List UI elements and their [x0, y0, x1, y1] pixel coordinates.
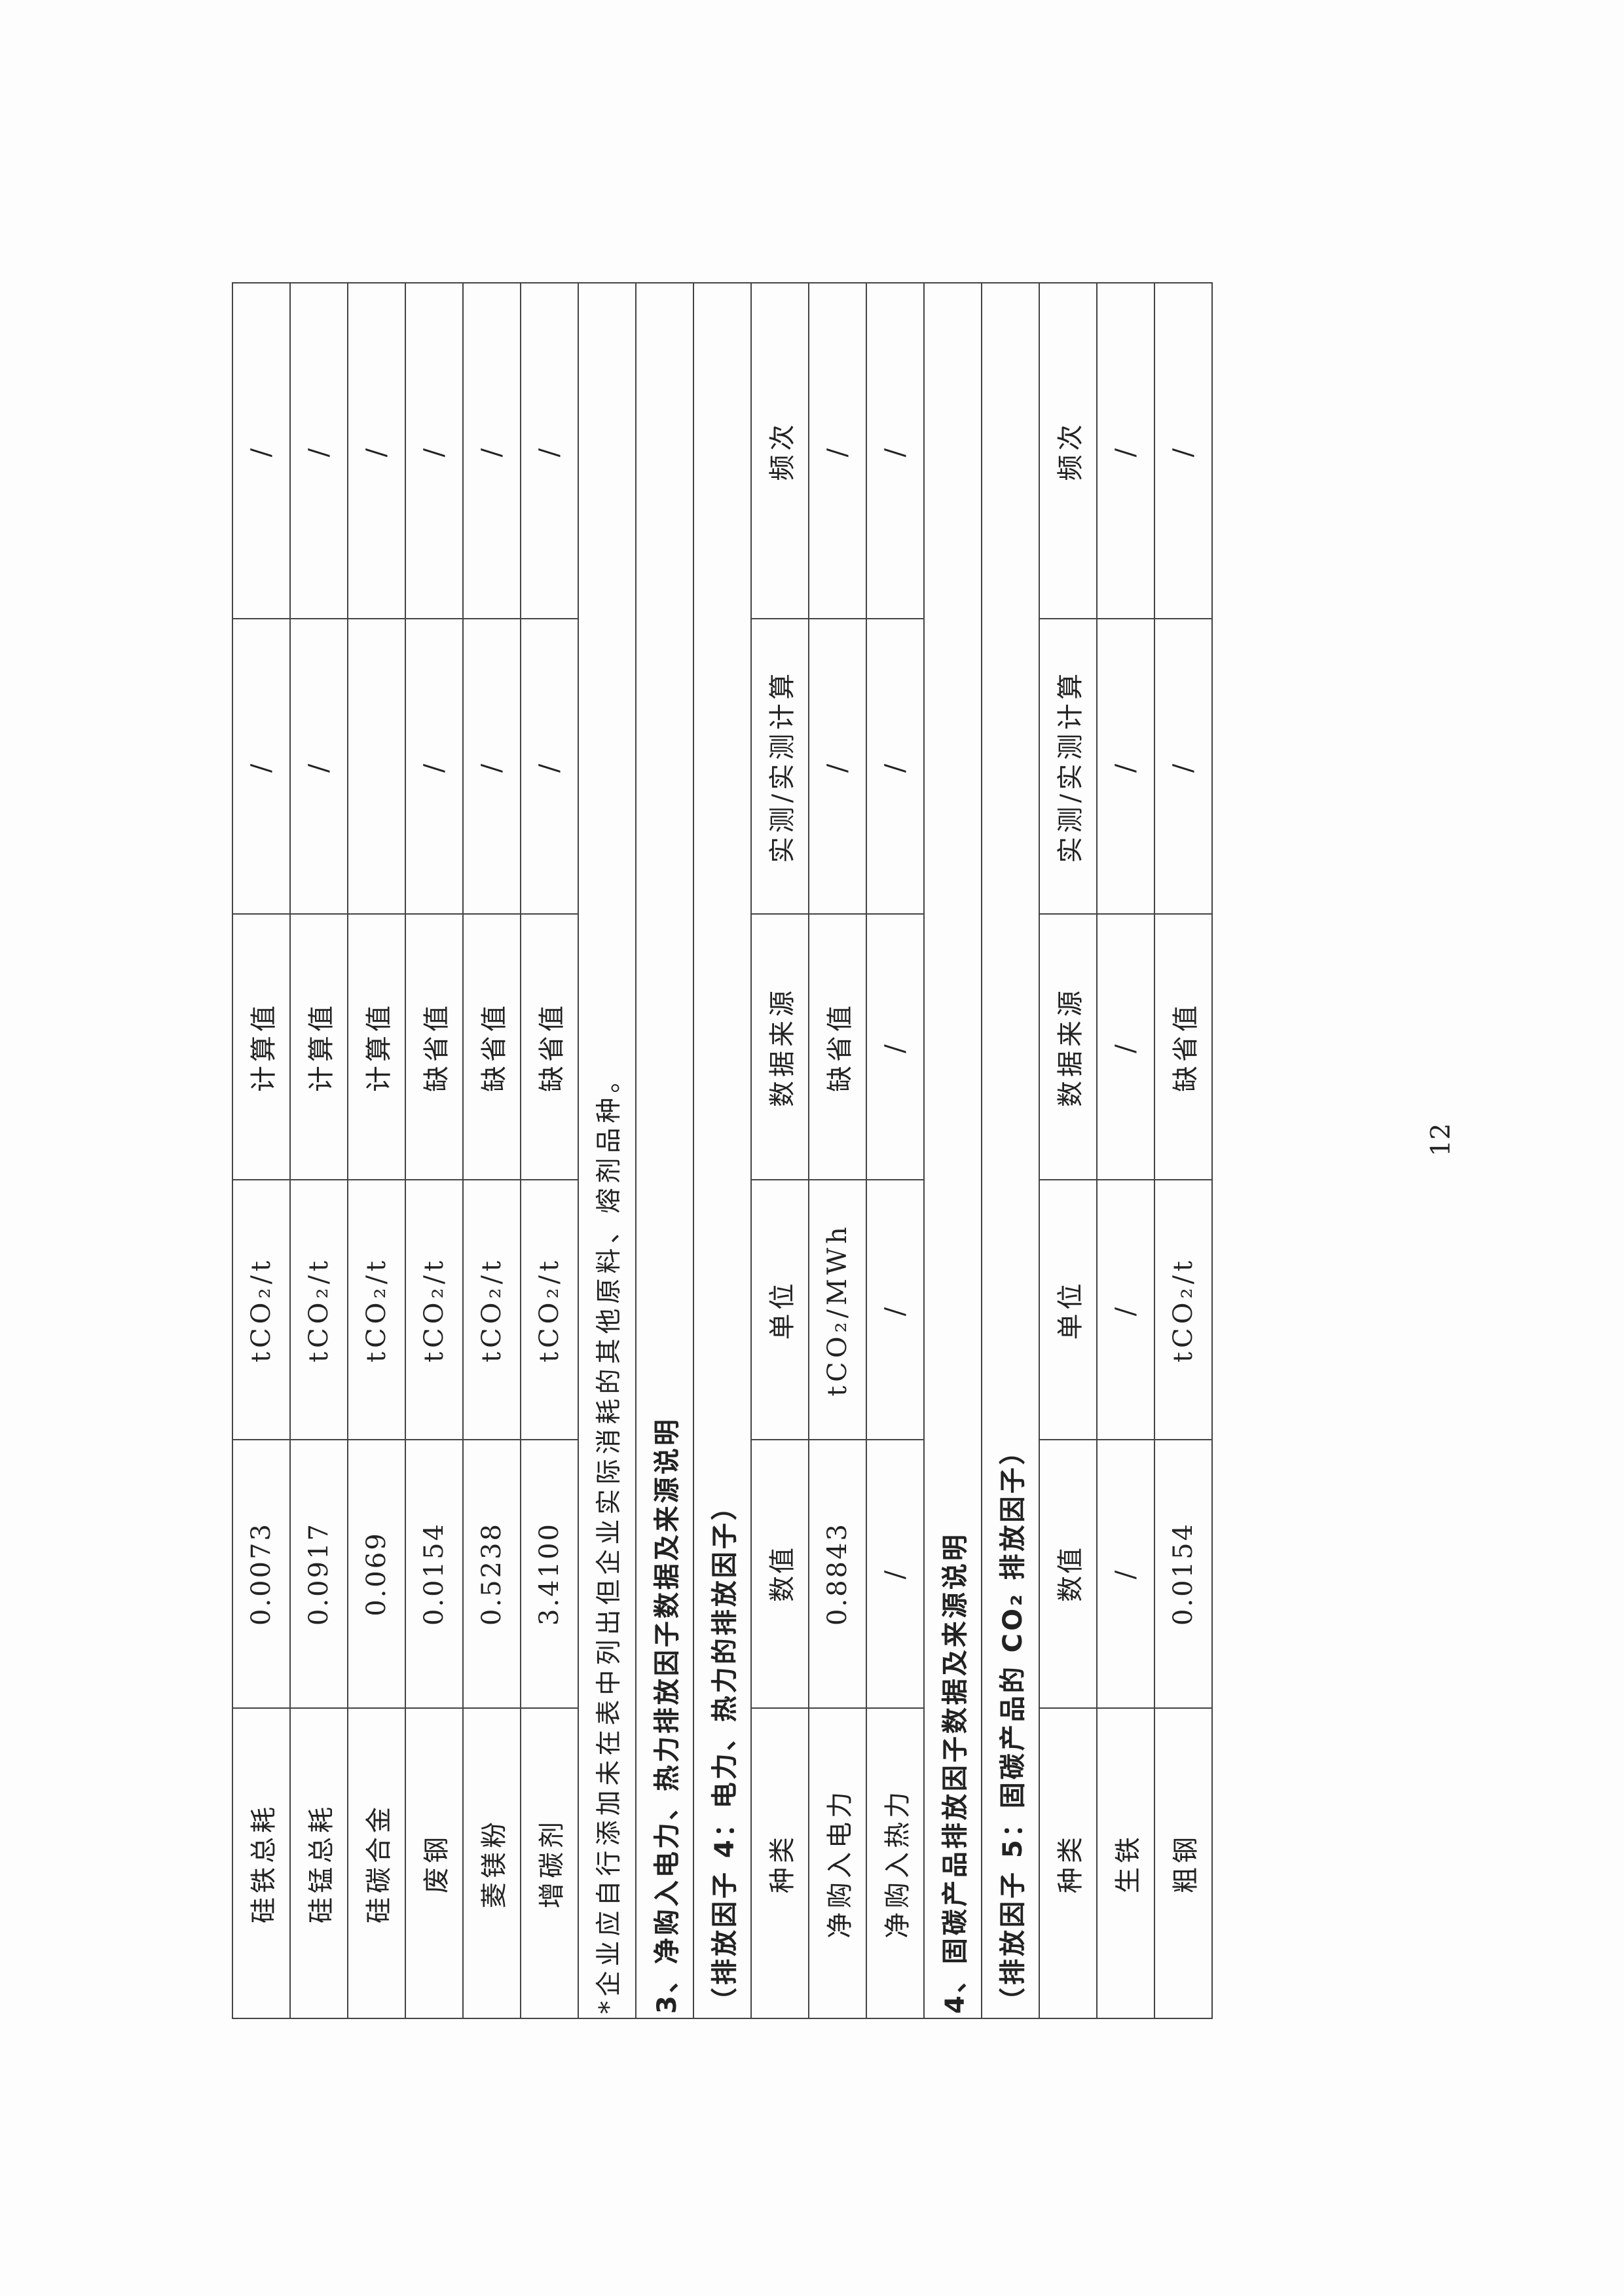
table-row: 生铁 / / / / /	[1097, 283, 1154, 2018]
cell-type: 硅碳合金	[348, 1708, 405, 2018]
cell-measurement-method	[348, 619, 405, 914]
cell-measurement-method: /	[463, 619, 521, 914]
cell-type: 硅锰总耗	[290, 1708, 348, 2018]
cell-measurement-method: 实测/实测计算	[751, 619, 809, 914]
cell-type: 净购入热力	[866, 1708, 924, 2018]
cell-measurement-method: /	[232, 619, 290, 914]
cell-measurement-method: /	[1097, 619, 1154, 914]
table-row: 硅锰总耗 0.0917 tCO₂/t 计算值 / /	[290, 283, 348, 2018]
cell-data-source: /	[866, 914, 924, 1180]
rotated-table-wrapper: 硅铁总耗 0.0073 tCO₂/t 计算值 / / 硅锰总耗 0.0917 tCO₂/t 计算值…	[232, 282, 1213, 2019]
table-note: *企业应自行添加未在表中列出但企业实际消耗的其他原料、熔剂品种。	[578, 283, 636, 2018]
cell-value: /	[866, 1440, 924, 1708]
cell-unit: 单位	[751, 1180, 809, 1440]
cell-data-source: 缺省值	[521, 914, 578, 1180]
cell-frequency: /	[521, 283, 578, 619]
cell-unit: tCO₂/t	[1154, 1180, 1212, 1440]
cell-unit: /	[1097, 1180, 1154, 1440]
cell-type: 增碳剂	[521, 1708, 578, 2018]
cell-unit: tCO₂/t	[405, 1180, 463, 1440]
cell-value: 0.069	[348, 1440, 405, 1708]
cell-frequency: /	[290, 283, 348, 619]
cell-data-source: 数据来源	[1039, 914, 1097, 1180]
cell-data-source: 缺省值	[405, 914, 463, 1180]
cell-value: 数值	[1039, 1440, 1097, 1708]
cell-frequency: 频次	[1039, 283, 1097, 619]
section-heading: 4、固碳产品排放因子数据及来源说明	[924, 283, 982, 2018]
cell-type: 废钢	[405, 1708, 463, 2018]
table-row: 净购入热力 / / / / /	[866, 283, 924, 2018]
table-row: 种类 数值 单位 数据来源 实测/实测计算 频次	[1039, 283, 1097, 2018]
cell-value: 0.0154	[405, 1440, 463, 1708]
cell-measurement-method: /	[521, 619, 578, 914]
cell-measurement-method: /	[1154, 619, 1212, 914]
cell-value: 0.8843	[809, 1440, 866, 1708]
cell-type: 种类	[751, 1708, 809, 2018]
table-row: 硅铁总耗 0.0073 tCO₂/t 计算值 / /	[232, 283, 290, 2018]
cell-value: 0.5238	[463, 1440, 521, 1708]
cell-measurement-method: /	[809, 619, 866, 914]
cell-data-source: 缺省值	[1154, 914, 1212, 1180]
cell-value: 0.0154	[1154, 1440, 1212, 1708]
cell-frequency: /	[348, 283, 405, 619]
cell-type: 硅铁总耗	[232, 1708, 290, 2018]
cell-measurement-method: /	[866, 619, 924, 914]
cell-data-source: 数据来源	[751, 914, 809, 1180]
cell-data-source: 计算值	[290, 914, 348, 1180]
cell-value: /	[1097, 1440, 1154, 1708]
cell-type: 菱镁粉	[463, 1708, 521, 2018]
heading-row: 4、固碳产品排放因子数据及来源说明	[924, 283, 982, 2018]
table-row: 净购入电力 0.8843 tCO₂/MWh 缺省值 / /	[809, 283, 866, 2018]
heading-row: （排放因子 5：固碳产品的 CO₂ 排放因子）	[982, 283, 1039, 2018]
cell-frequency: /	[463, 283, 521, 619]
cell-measurement-method: /	[405, 619, 463, 914]
cell-unit: tCO₂/t	[290, 1180, 348, 1440]
cell-unit: /	[866, 1180, 924, 1440]
table-row: 粗钢 0.0154 tCO₂/t 缺省值 / /	[1154, 283, 1212, 2018]
cell-frequency: /	[809, 283, 866, 619]
cell-unit: 单位	[1039, 1180, 1097, 1440]
cell-data-source: /	[1097, 914, 1154, 1180]
cell-value: 3.4100	[521, 1440, 578, 1708]
emission-factor-table: 硅铁总耗 0.0073 tCO₂/t 计算值 / / 硅锰总耗 0.0917 tCO₂/t 计算值…	[232, 282, 1213, 2019]
cell-value: 0.0073	[232, 1440, 290, 1708]
cell-frequency: /	[866, 283, 924, 619]
cell-type: 生铁	[1097, 1708, 1154, 2018]
cell-unit: tCO₂/MWh	[809, 1180, 866, 1440]
cell-unit: tCO₂/t	[463, 1180, 521, 1440]
cell-measurement-method: /	[290, 619, 348, 914]
cell-data-source: 缺省值	[463, 914, 521, 1180]
cell-data-source: 计算值	[232, 914, 290, 1180]
section-heading: （排放因子 5：固碳产品的 CO₂ 排放因子）	[982, 283, 1039, 2018]
cell-data-source: 计算值	[348, 914, 405, 1180]
section-heading: 3、净购入电力、热力排放因子数据及来源说明	[636, 283, 693, 2018]
heading-row: 3、净购入电力、热力排放因子数据及来源说明	[636, 283, 693, 2018]
cell-frequency: /	[232, 283, 290, 619]
page-number: 12	[1426, 1123, 1456, 1157]
cell-frequency: 频次	[751, 283, 809, 619]
table-row: 增碳剂 3.4100 tCO₂/t 缺省值 / /	[521, 283, 578, 2018]
table-row: 硅碳合金 0.069 tCO₂/t 计算值 /	[348, 283, 405, 2018]
table-row: 废钢 0.0154 tCO₂/t 缺省值 / /	[405, 283, 463, 2018]
cell-type: 粗钢	[1154, 1708, 1212, 2018]
section-heading: （排放因子 4：电力、热力的排放因子）	[693, 283, 751, 2018]
cell-value: 0.0917	[290, 1440, 348, 1708]
cell-frequency: /	[1154, 283, 1212, 619]
table-row: 种类 数值 单位 数据来源 实测/实测计算 频次	[751, 283, 809, 2018]
heading-row: （排放因子 4：电力、热力的排放因子）	[693, 283, 751, 2018]
cell-value: 数值	[751, 1440, 809, 1708]
cell-type: 净购入电力	[809, 1708, 866, 2018]
cell-type: 种类	[1039, 1708, 1097, 2018]
cell-unit: tCO₂/t	[232, 1180, 290, 1440]
table-row: 菱镁粉 0.5238 tCO₂/t 缺省值 / /	[463, 283, 521, 2018]
cell-frequency: /	[405, 283, 463, 619]
note-row: *企业应自行添加未在表中列出但企业实际消耗的其他原料、熔剂品种。	[578, 283, 636, 2018]
cell-measurement-method: 实测/实测计算	[1039, 619, 1097, 914]
cell-data-source: 缺省值	[809, 914, 866, 1180]
cell-unit: tCO₂/t	[348, 1180, 405, 1440]
cell-unit: tCO₂/t	[521, 1180, 578, 1440]
cell-frequency: /	[1097, 283, 1154, 619]
